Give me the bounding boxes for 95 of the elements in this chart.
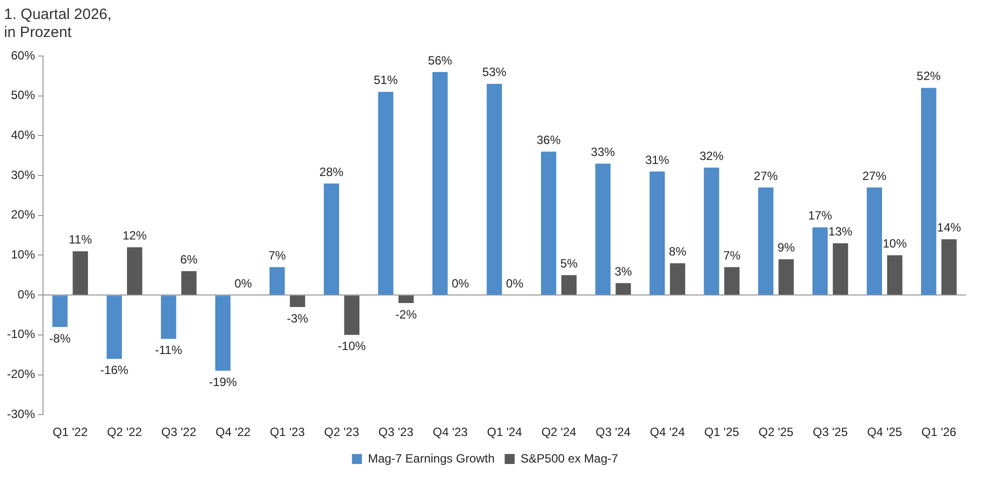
legend-label: S&P500 ex Mag-7 (520, 451, 618, 466)
data-label: 11% (68, 232, 92, 247)
bar (290, 296, 306, 308)
x-tick-label: Q4 '22 (216, 425, 251, 440)
legend-label: Mag-7 Earnings Growth (368, 451, 495, 466)
y-tick-label: 10% (10, 248, 36, 262)
bar (778, 259, 794, 295)
x-tick-label: Q1 '26 (921, 425, 957, 440)
data-label: 53% (482, 65, 507, 80)
data-label: 0% (506, 276, 524, 290)
data-label: 28% (319, 164, 344, 179)
bar (324, 184, 340, 295)
bar (724, 267, 740, 295)
bar (650, 172, 665, 295)
data-label: 56% (428, 53, 452, 68)
x-tick-label: Q2 '22 (106, 425, 142, 440)
data-label: 51% (374, 73, 398, 88)
y-tick-label: -20% (7, 367, 36, 382)
bar (486, 84, 502, 295)
data-label: 27% (754, 168, 778, 183)
data-label: 33% (590, 144, 616, 159)
data-label: 31% (645, 152, 670, 167)
data-label: 32% (699, 148, 724, 163)
data-label: 12% (122, 228, 147, 243)
x-tick-label: Q4 '23 (432, 425, 468, 440)
x-tick-label: Q1 '23 (270, 425, 306, 440)
data-label: 52% (916, 69, 942, 84)
bar (540, 152, 556, 295)
data-label: -3% (286, 311, 309, 326)
y-tick-label: 0% (18, 287, 36, 302)
data-label: -16% (100, 363, 129, 378)
x-tick-label: Q3 '23 (378, 425, 414, 440)
bar (832, 243, 848, 295)
bar (127, 247, 142, 295)
bar (106, 296, 122, 359)
data-label: 36% (536, 132, 561, 147)
bar (215, 296, 230, 371)
bar (398, 296, 414, 304)
y-tick-label: 40% (10, 128, 36, 142)
y-tick-label: 20% (10, 208, 36, 222)
data-label: -2% (395, 307, 418, 322)
data-label: 3% (614, 264, 632, 278)
data-label: 8% (668, 244, 687, 259)
x-tick-label: Q2 '24 (541, 425, 577, 440)
x-tick-label: Q3 '25 (812, 425, 848, 440)
y-tick-label: -30% (7, 406, 36, 421)
x-tick-label: Q2 '23 (324, 425, 360, 440)
bar (921, 88, 936, 295)
x-tick-label: Q3 '24 (596, 425, 631, 440)
x-tick-label: Q4 '25 (867, 425, 902, 440)
bar (670, 263, 686, 295)
data-label: -10% (338, 339, 366, 354)
data-label: 10% (882, 236, 908, 251)
data-label: 5% (560, 256, 578, 270)
x-tick-label: Q1 '24 (487, 425, 522, 440)
bar (344, 296, 360, 335)
x-tick-label: Q4 '24 (650, 425, 686, 440)
x-tick-label: Q1 '25 (704, 425, 740, 440)
data-label: 17% (808, 208, 832, 223)
y-tick-label: 30% (10, 168, 36, 182)
bar (181, 271, 197, 295)
bar (941, 239, 957, 295)
bar (72, 251, 88, 295)
y-tick-label: 60% (10, 48, 36, 62)
x-tick-label: Q3 '22 (161, 425, 197, 440)
data-label: 9% (777, 240, 796, 255)
x-tick-label: Q2 '25 (758, 425, 794, 440)
data-label: 0% (234, 276, 252, 290)
data-label: -11% (155, 343, 182, 358)
bar (561, 275, 577, 295)
bar (160, 296, 176, 339)
bar (378, 92, 394, 295)
bar (52, 296, 68, 327)
bar (758, 187, 774, 295)
data-label: 6% (180, 252, 198, 266)
bar (432, 72, 448, 295)
x-tick-label: Q1 '22 (52, 425, 88, 440)
data-label: -19% (208, 375, 238, 390)
data-label: 14% (937, 220, 962, 235)
bar (616, 283, 631, 295)
chart-title: 1. Quartal 2026, in Prozent (4, 6, 112, 42)
y-tick-label: 50% (10, 88, 36, 102)
bar (595, 164, 611, 295)
bar (704, 168, 720, 295)
data-label: 13% (828, 224, 853, 239)
y-tick-label: -10% (7, 327, 36, 342)
bar (270, 267, 285, 295)
bar (812, 227, 828, 295)
bar (866, 187, 882, 295)
data-label: -8% (49, 331, 71, 346)
data-label: 0% (452, 276, 470, 290)
data-label: 7% (268, 248, 286, 262)
data-label: 7% (723, 248, 741, 262)
bar (887, 255, 902, 295)
data-label: 27% (862, 168, 887, 183)
